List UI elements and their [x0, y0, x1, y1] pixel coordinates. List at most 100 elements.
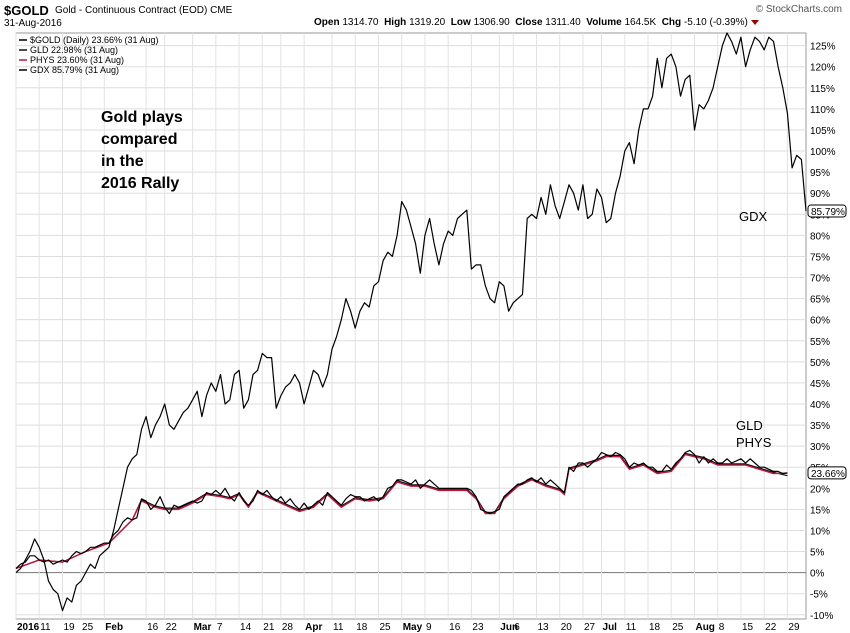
open-label: Open — [314, 17, 340, 28]
symbol-description: Gold - Continuous Contract (EOD) CME — [55, 5, 232, 16]
x-tick-label: May — [403, 622, 423, 633]
y-tick-label: 95% — [810, 168, 830, 179]
y-tick-label: 20% — [810, 484, 830, 495]
y-tick-label: 105% — [810, 126, 836, 137]
x-tick-label: 23 — [472, 622, 484, 633]
legend-entry: GLD 22.98% (31 Aug) — [30, 45, 118, 55]
y-tick-label: 50% — [810, 358, 830, 369]
x-tick-label: Apr — [305, 622, 322, 633]
symbol-title: $GOLD — [4, 3, 49, 18]
phys-label: PHYS — [736, 435, 772, 450]
x-tick-label: 19 — [63, 622, 75, 633]
y-tick-label: 80% — [810, 231, 830, 242]
annotation-line: compared — [101, 131, 177, 148]
last-value-tag-0: 23.66% — [807, 466, 847, 480]
x-tick-label: 16 — [147, 622, 159, 633]
y-tick-label: 110% — [810, 105, 835, 116]
legend-entry: $GOLD (Daily) 23.66% (31 Aug) — [30, 35, 159, 45]
x-tick-label: 8 — [719, 622, 725, 633]
y-tick-label: 60% — [810, 316, 830, 327]
x-tick-label: 2016 — [17, 622, 40, 633]
contract-name: Gold - Continuous Contract (EOD) — [55, 5, 208, 16]
x-axis: 2016 11 19 25 Feb 16 22 Mar 7 14 21 28 Apr 11 18 25 May 9… — [17, 622, 800, 633]
x-tick-label: 15 — [742, 622, 754, 633]
last-value-label: 23.66% — [811, 469, 845, 480]
x-tick-label: 14 — [240, 622, 252, 633]
x-tick-label: 9 — [426, 622, 432, 633]
x-tick-label: 11 — [626, 622, 637, 633]
y-tick-label: 0% — [810, 569, 825, 580]
gdx-label: GDX — [739, 209, 768, 224]
close-value: 1311.40 — [545, 17, 581, 28]
y-tick-label: 55% — [810, 337, 830, 348]
y-tick-label: -5% — [810, 590, 828, 601]
close-label: Close — [515, 17, 543, 28]
x-tick-label: 6 — [514, 622, 520, 633]
last-value-box — [807, 204, 847, 218]
y-tick-label: 120% — [810, 63, 836, 74]
x-tick-label: 25 — [379, 622, 391, 633]
open-value: 1314.70 — [342, 17, 379, 28]
annotation-line: 2016 Rally — [101, 175, 179, 192]
y-tick-label: 10% — [810, 526, 830, 537]
y-tick-label: 5% — [810, 548, 825, 559]
y-tick-label: 90% — [810, 189, 830, 200]
chart-date: 31-Aug-2016 — [4, 18, 62, 29]
y-tick-label: 75% — [810, 252, 830, 263]
y-tick-label: 35% — [810, 421, 830, 432]
x-tick-label: Aug — [695, 622, 714, 633]
series-line-2 — [15, 453, 788, 570]
exchange-label: CME — [210, 5, 233, 16]
legend-entry: GDX 85.79% (31 Aug) — [30, 65, 119, 75]
series-lines: 23.66% 85.79% — [15, 32, 847, 612]
y-tick-label: 40% — [810, 400, 830, 411]
low-value: 1306.90 — [473, 17, 510, 28]
chg-label: Chg — [661, 17, 682, 28]
x-tick-label: 22 — [765, 622, 777, 633]
y-tick-label: 65% — [810, 295, 830, 306]
x-tick-label: 11 — [40, 622, 51, 633]
x-tick-label: 27 — [584, 622, 596, 633]
x-tick-label: 20 — [561, 622, 573, 633]
down-arrow-icon — [750, 19, 759, 25]
y-tick-label: -10% — [810, 611, 833, 622]
y-tick-label: 100% — [810, 147, 836, 158]
y-tick-label: 115% — [810, 84, 835, 95]
series-line-3 — [15, 32, 807, 612]
x-tick-label: Mar — [194, 622, 212, 633]
x-tick-label: 22 — [166, 622, 178, 633]
x-tick-label: 25 — [672, 622, 684, 633]
x-tick-label: 18 — [649, 622, 661, 633]
y-tick-label: 15% — [810, 505, 830, 516]
x-tick-label: 7 — [217, 622, 223, 633]
last-value-box — [807, 466, 847, 480]
annotation-line: Gold plays — [101, 109, 183, 126]
volume-value: 164.5K — [624, 17, 657, 28]
series-line-0 — [15, 449, 788, 569]
x-tick-label: 29 — [788, 622, 800, 633]
y-tick-label: 125% — [810, 42, 836, 53]
chg-value: -5.10 (-0.39%) — [683, 17, 748, 28]
high-label: High — [384, 17, 407, 28]
y-tick-label: 30% — [810, 442, 830, 453]
low-label: Low — [450, 17, 471, 28]
plot-area — [15, 32, 807, 620]
x-tick-label: Jul — [603, 622, 618, 633]
x-tick-label: 28 — [282, 622, 294, 633]
ohlc-readout: Open 1314.70 High 1319.20 Low 1306.90 Cl… — [314, 17, 759, 28]
x-tick-label: 13 — [537, 622, 549, 633]
y-tick-label: 70% — [810, 274, 830, 285]
legend: $GOLD (Daily) 23.66% (31 Aug)GLD 22.98% … — [19, 35, 159, 75]
high-value: 1319.20 — [409, 17, 446, 28]
last-value-label: 85.79% — [811, 207, 845, 218]
chart-grid — [15, 32, 807, 620]
gld-label: GLD — [736, 418, 763, 433]
chart-header: $GOLD Gold - Continuous Contract (EOD) C… — [0, 0, 850, 32]
x-tick-label: 11 — [333, 622, 344, 633]
x-tick-label: 21 — [263, 622, 275, 633]
annotation-line: in the — [101, 153, 144, 170]
y-axis: -10%-5%0%5%10%15%20%25%30%35%40%45%50%55… — [810, 42, 836, 622]
y-tick-label: 45% — [810, 379, 830, 390]
x-tick-label: Feb — [105, 622, 123, 633]
